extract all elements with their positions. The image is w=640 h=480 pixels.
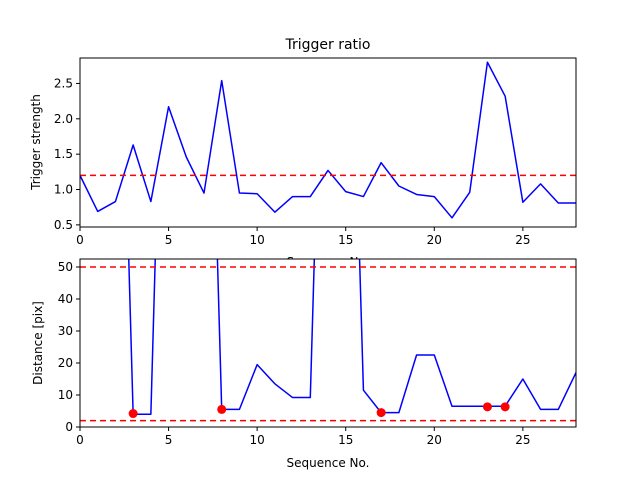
series-line [80, 61, 576, 219]
x-tick-label: 20 [427, 233, 442, 247]
x-tick-label: 10 [250, 433, 265, 447]
x-tick-label: 0 [76, 433, 84, 447]
x-axis-label: Sequence No. [287, 456, 370, 470]
marker-point [128, 409, 138, 419]
series-line [128, 259, 576, 415]
y-axis-label: Trigger strength [29, 94, 43, 191]
x-tick-label: 15 [338, 233, 353, 247]
x-tick-label: 0 [76, 233, 84, 247]
y-axis-label: Distance [pix] [31, 301, 45, 385]
marker-point [376, 408, 386, 418]
axes-frame [79, 258, 577, 428]
plot-area [80, 259, 576, 422]
x-tick-label: 25 [515, 233, 530, 247]
y-tick-label: 0 [65, 420, 73, 434]
x-tick-label: 10 [250, 233, 265, 247]
x-tick-label: 5 [165, 433, 173, 447]
marker-point [217, 404, 227, 414]
y-tick-label: 2.5 [54, 76, 73, 90]
x-tick-label: 25 [515, 433, 530, 447]
y-tick-label: 10 [58, 388, 73, 402]
y-tick-label: 50 [58, 260, 73, 274]
y-tick-label: 30 [58, 324, 73, 338]
x-tick-label: 20 [427, 433, 442, 447]
x-tick-label: 5 [165, 233, 173, 247]
axes-frame [79, 57, 577, 228]
trigger-ratio-panel: Trigger ratio Trigger strength 0 5 10 15 20 2… [29, 37, 577, 269]
y-tick-label: 1.5 [54, 147, 73, 161]
plot-area [80, 61, 576, 219]
y-tick-label: 0.5 [54, 218, 73, 232]
chart-title: Trigger ratio [284, 37, 370, 53]
y-tick-label: 1.0 [54, 183, 73, 197]
marker-point [500, 402, 510, 412]
distance-panel: Distance [pix] 0 5 10 15 20 25 0 10 20 30 40 50 Seq… [31, 258, 577, 470]
y-tick-label: 20 [58, 356, 73, 370]
y-tick-label: 40 [58, 292, 73, 306]
marker-point [482, 402, 492, 412]
y-tick-label: 2.0 [54, 112, 73, 126]
x-tick-label: 15 [338, 433, 353, 447]
lower-axes-background [80, 259, 576, 427]
